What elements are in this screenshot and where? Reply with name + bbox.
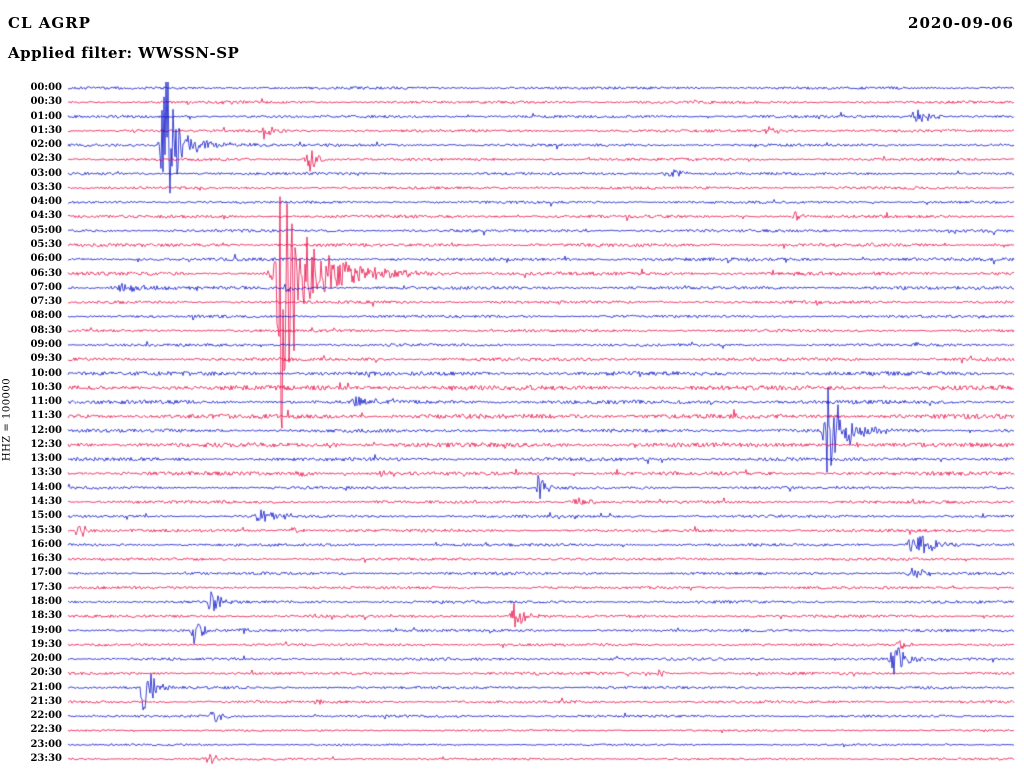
time-label: 13:30 [30,467,62,479]
time-label: 19:00 [30,624,62,636]
time-label: 09:00 [30,338,62,350]
time-label: 17:30 [30,581,62,593]
time-label: 05:00 [30,224,62,236]
time-label: 21:00 [30,681,62,693]
time-label: 14:00 [30,481,62,493]
time-label: 11:00 [30,396,62,408]
time-label: 04:30 [30,210,62,222]
time-label: 00:30 [30,96,62,108]
time-label: 22:30 [30,724,62,736]
time-label: 23:00 [30,738,62,750]
time-label: 08:30 [30,324,62,336]
time-label: 16:30 [30,553,62,565]
time-label: 21:30 [30,695,62,707]
time-label: 08:00 [30,310,62,322]
time-label: 03:00 [30,167,62,179]
time-label: 18:00 [30,595,62,607]
time-label: 06:00 [30,253,62,265]
time-label: 23:30 [30,753,62,765]
time-label: 03:30 [30,181,62,193]
time-label: 20:30 [30,667,62,679]
time-label: 09:30 [30,353,62,365]
time-label: 19:30 [30,638,62,650]
filter-label: Applied filter: WWSSN-SP [8,44,240,62]
time-label: 06:30 [30,267,62,279]
time-label: 16:00 [30,538,62,550]
time-label: 11:30 [30,410,62,422]
time-label: 20:00 [30,653,62,665]
time-label: 10:30 [30,381,62,393]
time-label: 05:30 [30,239,62,251]
time-label: 10:00 [30,367,62,379]
time-label: 01:00 [30,110,62,122]
time-label: 15:30 [30,524,62,536]
time-label: 22:00 [30,710,62,722]
time-label: 02:00 [30,139,62,151]
time-label: 14:30 [30,496,62,508]
time-label: 01:30 [30,124,62,136]
time-label: 15:00 [30,510,62,522]
time-label: 07:00 [30,281,62,293]
time-label: 13:00 [30,453,62,465]
time-label: 04:00 [30,196,62,208]
time-label: 00:00 [30,82,62,93]
time-label: 12:00 [30,424,62,436]
date-label: 2020-09-06 [908,14,1014,32]
station-label: CL AGRP [8,14,91,32]
time-label: 02:30 [30,153,62,165]
time-label: 12:30 [30,438,62,450]
time-label: 07:30 [30,296,62,308]
time-label: 18:30 [30,610,62,622]
time-label: 17:00 [30,567,62,579]
